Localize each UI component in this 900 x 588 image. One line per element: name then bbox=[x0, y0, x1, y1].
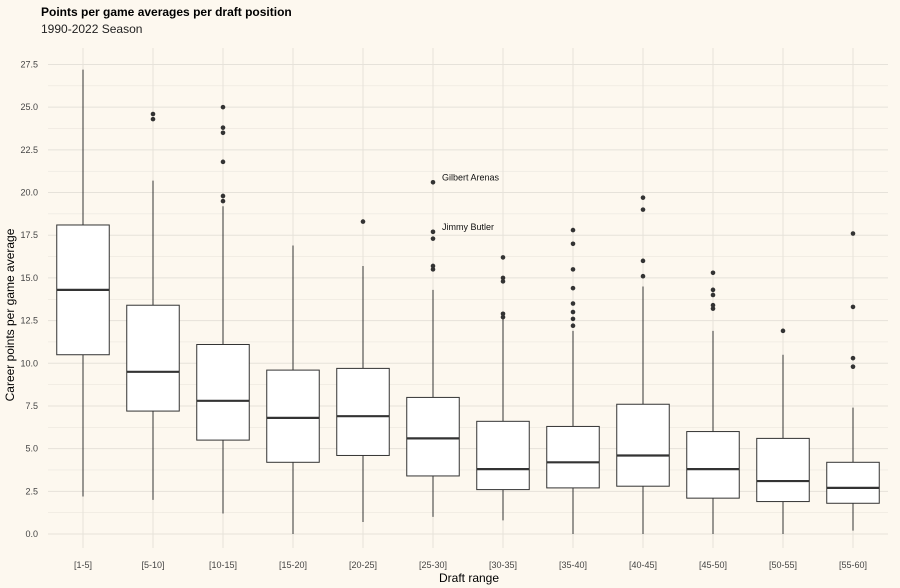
x-tick-label: [1-5] bbox=[74, 560, 92, 570]
y-tick-label: 2.5 bbox=[25, 486, 38, 496]
outlier-point bbox=[710, 302, 716, 308]
y-tick-label: 22.5 bbox=[20, 145, 38, 155]
outlier-point bbox=[780, 328, 786, 334]
outlier-point bbox=[570, 323, 576, 329]
outlier-point bbox=[850, 355, 856, 361]
outlier-point bbox=[500, 311, 506, 317]
x-tick-label: [55-60] bbox=[839, 560, 867, 570]
player-annotation: Gilbert Arenas bbox=[442, 172, 500, 182]
outlier-point bbox=[220, 125, 226, 130]
box bbox=[266, 369, 320, 463]
outlier-point bbox=[430, 263, 436, 269]
outlier-point bbox=[570, 316, 576, 322]
box bbox=[406, 396, 460, 477]
x-tick-label: [40-45] bbox=[629, 560, 657, 570]
outlier-point bbox=[220, 159, 226, 165]
outlier-point bbox=[500, 314, 506, 320]
y-tick-label: 12.5 bbox=[20, 316, 38, 326]
outlier-point bbox=[640, 258, 646, 264]
x-tick-label: [50-55] bbox=[769, 560, 797, 570]
x-tick-label: [45-50] bbox=[699, 560, 727, 570]
outlier-point bbox=[500, 279, 506, 284]
y-tick-label: 0.0 bbox=[25, 529, 38, 539]
x-tick-label: [35-40] bbox=[559, 560, 587, 570]
box bbox=[826, 461, 880, 504]
outlier-point bbox=[430, 236, 436, 241]
y-axis-label: Career points per game average bbox=[3, 228, 17, 401]
y-tick-label: 7.5 bbox=[25, 401, 38, 411]
outlier-point bbox=[570, 309, 576, 315]
outlier-point bbox=[710, 287, 716, 293]
tick-layer: 0.0 2.5 5.0 7.5 10.0 12.5 15.0 17.5 20.0 22.5 25.0… bbox=[20, 60, 867, 571]
box-layer bbox=[56, 69, 880, 534]
outlier-point bbox=[220, 130, 226, 136]
y-tick-label: 10.0 bbox=[20, 358, 38, 368]
outlier-point bbox=[570, 285, 576, 291]
annotation-layer: Gilbert Arenas Jimmy Butler bbox=[442, 172, 500, 232]
outlier-point bbox=[570, 241, 576, 247]
outlier-point bbox=[150, 111, 156, 117]
x-tick-label: [5-10] bbox=[141, 560, 164, 570]
outlier-point bbox=[430, 229, 436, 235]
chart-subtitle: 1990-2022 Season bbox=[41, 22, 143, 36]
outlier-point bbox=[640, 207, 646, 212]
y-tick-label: 15.0 bbox=[20, 273, 38, 283]
x-axis-label: Draft range bbox=[439, 571, 499, 585]
outlier-point bbox=[500, 255, 506, 260]
box bbox=[196, 343, 250, 441]
x-tick-label: [15-20] bbox=[279, 560, 307, 570]
outlier-point bbox=[220, 198, 226, 204]
box bbox=[476, 420, 530, 491]
outlier-point bbox=[570, 227, 576, 233]
y-tick-label: 17.5 bbox=[20, 230, 38, 240]
y-tick-label: 25.0 bbox=[20, 102, 38, 112]
x-tick-label: [25-30] bbox=[419, 560, 447, 570]
outlier-point bbox=[430, 267, 436, 272]
y-tick-label: 5.0 bbox=[25, 444, 38, 454]
x-tick-label: [30-35] bbox=[489, 560, 517, 570]
outlier-point bbox=[710, 270, 716, 276]
outlier-point bbox=[430, 180, 436, 185]
x-tick-label: [10-15] bbox=[209, 560, 237, 570]
chart-title: Points per game averages per draft posit… bbox=[41, 5, 292, 19]
outlier-point bbox=[850, 304, 856, 310]
outlier-point bbox=[640, 195, 646, 200]
y-tick-label: 20.0 bbox=[20, 188, 38, 198]
box bbox=[756, 437, 810, 503]
box bbox=[126, 304, 180, 412]
outlier-point bbox=[710, 292, 716, 298]
outlier-point bbox=[220, 193, 226, 199]
outlier-point bbox=[850, 364, 856, 369]
outlier-point bbox=[360, 219, 366, 224]
outlier-point bbox=[710, 306, 716, 311]
x-tick-label: [20-25] bbox=[349, 560, 377, 570]
outlier-point bbox=[150, 116, 156, 122]
y-tick-label: 27.5 bbox=[20, 60, 38, 70]
grid-layer bbox=[48, 48, 888, 548]
box bbox=[686, 431, 740, 499]
outlier-point bbox=[570, 301, 576, 306]
player-annotation: Jimmy Butler bbox=[442, 222, 494, 232]
outlier-point bbox=[220, 104, 226, 110]
outlier-point bbox=[850, 231, 856, 236]
box bbox=[616, 403, 670, 487]
outlier-point bbox=[500, 275, 506, 281]
box bbox=[546, 425, 600, 489]
box bbox=[336, 367, 390, 456]
outlier-point bbox=[570, 267, 576, 272]
outlier-point bbox=[640, 273, 646, 279]
